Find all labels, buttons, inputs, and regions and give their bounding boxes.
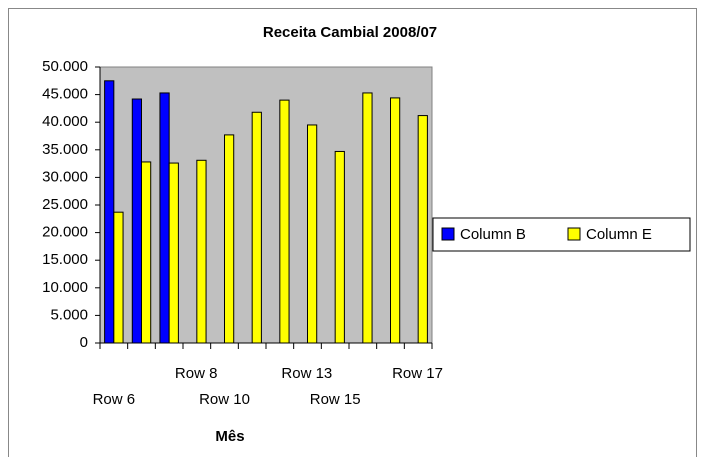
- x-tick-label: Row 15: [310, 391, 361, 408]
- bar: [279, 99, 290, 344]
- y-tick-label: 25.000: [42, 196, 88, 213]
- y-tick-label: 15.000: [42, 251, 88, 268]
- bar: [113, 211, 124, 344]
- x-axis-title: Mês: [215, 428, 244, 445]
- legend-box: [432, 217, 691, 252]
- y-tick-label: 30.000: [42, 168, 88, 185]
- chart-title: Receita Cambial 2008/07: [263, 24, 437, 41]
- plot-area: [99, 66, 433, 344]
- x-tick-label: Row 6: [93, 391, 136, 408]
- y-tick-label: 0: [80, 334, 88, 351]
- bar: [159, 92, 170, 344]
- bar: [417, 115, 428, 344]
- legend-swatch: [567, 227, 581, 241]
- y-tick-label: 5.000: [50, 306, 88, 323]
- legend-swatch: [441, 227, 455, 241]
- bar: [131, 98, 142, 344]
- bar: [141, 161, 152, 344]
- bar: [251, 111, 262, 344]
- x-tick-label: Row 8: [175, 365, 218, 382]
- legend-label: Column B: [460, 226, 526, 243]
- bar: [307, 124, 318, 344]
- y-tick-label: 20.000: [42, 224, 88, 241]
- y-tick-label: 45.000: [42, 86, 88, 103]
- x-tick-label: Row 13: [281, 365, 332, 382]
- y-tick-label: 10.000: [42, 279, 88, 296]
- x-tick-label: Row 17: [392, 365, 443, 382]
- bar: [196, 159, 207, 344]
- y-tick-label: 50.000: [42, 58, 88, 75]
- x-tick-label: Row 10: [199, 391, 250, 408]
- bar: [362, 92, 373, 344]
- bar: [390, 97, 401, 344]
- bar: [104, 80, 115, 344]
- y-tick-label: 40.000: [42, 113, 88, 130]
- bar: [168, 162, 179, 344]
- bar: [224, 134, 235, 344]
- y-tick-label: 35.000: [42, 141, 88, 158]
- legend-label: Column E: [586, 226, 652, 243]
- bar: [334, 150, 345, 344]
